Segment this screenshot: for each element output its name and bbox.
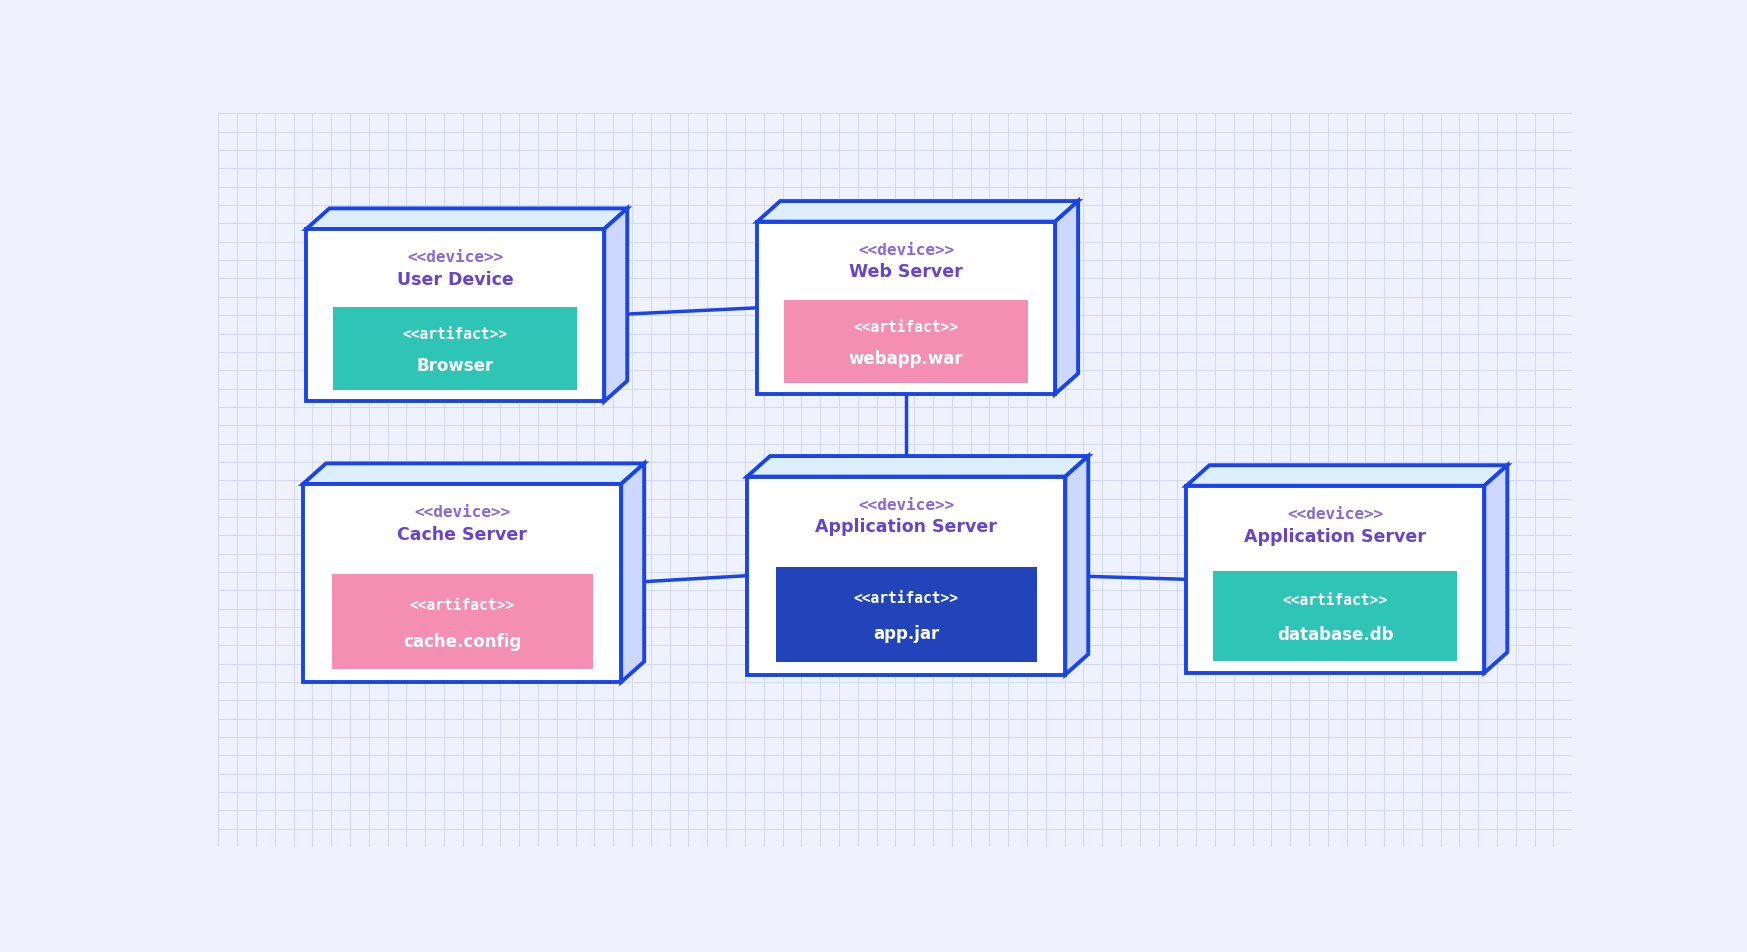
FancyBboxPatch shape xyxy=(776,567,1036,663)
Text: Application Server: Application Server xyxy=(816,518,998,536)
FancyBboxPatch shape xyxy=(332,574,592,669)
Text: webapp.war: webapp.war xyxy=(849,349,964,367)
Text: <<device>>: <<device>> xyxy=(1288,506,1384,522)
FancyBboxPatch shape xyxy=(302,485,622,683)
FancyBboxPatch shape xyxy=(748,477,1066,675)
Text: <<artifact>>: <<artifact>> xyxy=(854,320,959,335)
Polygon shape xyxy=(1485,466,1508,673)
FancyBboxPatch shape xyxy=(1186,486,1485,673)
Polygon shape xyxy=(748,457,1088,477)
Polygon shape xyxy=(306,209,627,229)
Text: Browser: Browser xyxy=(418,357,494,375)
Polygon shape xyxy=(622,464,645,683)
Text: Application Server: Application Server xyxy=(1244,527,1426,545)
Text: cache.config: cache.config xyxy=(404,632,521,650)
Text: <<device>>: <<device>> xyxy=(407,250,503,265)
Polygon shape xyxy=(1186,466,1508,486)
Text: <<artifact>>: <<artifact>> xyxy=(409,598,515,612)
Text: <<artifact>>: <<artifact>> xyxy=(1282,592,1387,607)
Text: <<device>>: <<device>> xyxy=(858,243,954,258)
FancyBboxPatch shape xyxy=(756,223,1055,395)
FancyBboxPatch shape xyxy=(334,308,578,390)
Text: <<artifact>>: <<artifact>> xyxy=(854,590,959,605)
Polygon shape xyxy=(302,464,645,485)
Text: <<artifact>>: <<artifact>> xyxy=(404,327,508,342)
Polygon shape xyxy=(1055,202,1078,395)
FancyBboxPatch shape xyxy=(784,301,1029,384)
Text: <<device>>: <<device>> xyxy=(414,505,510,520)
FancyBboxPatch shape xyxy=(1212,571,1457,661)
Polygon shape xyxy=(604,209,627,402)
Text: Cache Server: Cache Server xyxy=(397,526,528,544)
Text: <<device>>: <<device>> xyxy=(858,498,954,512)
FancyBboxPatch shape xyxy=(306,229,604,402)
Polygon shape xyxy=(756,202,1078,223)
Polygon shape xyxy=(1066,457,1088,675)
Text: User Device: User Device xyxy=(397,270,514,288)
Text: database.db: database.db xyxy=(1277,625,1394,644)
Text: Web Server: Web Server xyxy=(849,263,963,281)
Text: app.jar: app.jar xyxy=(874,625,940,643)
